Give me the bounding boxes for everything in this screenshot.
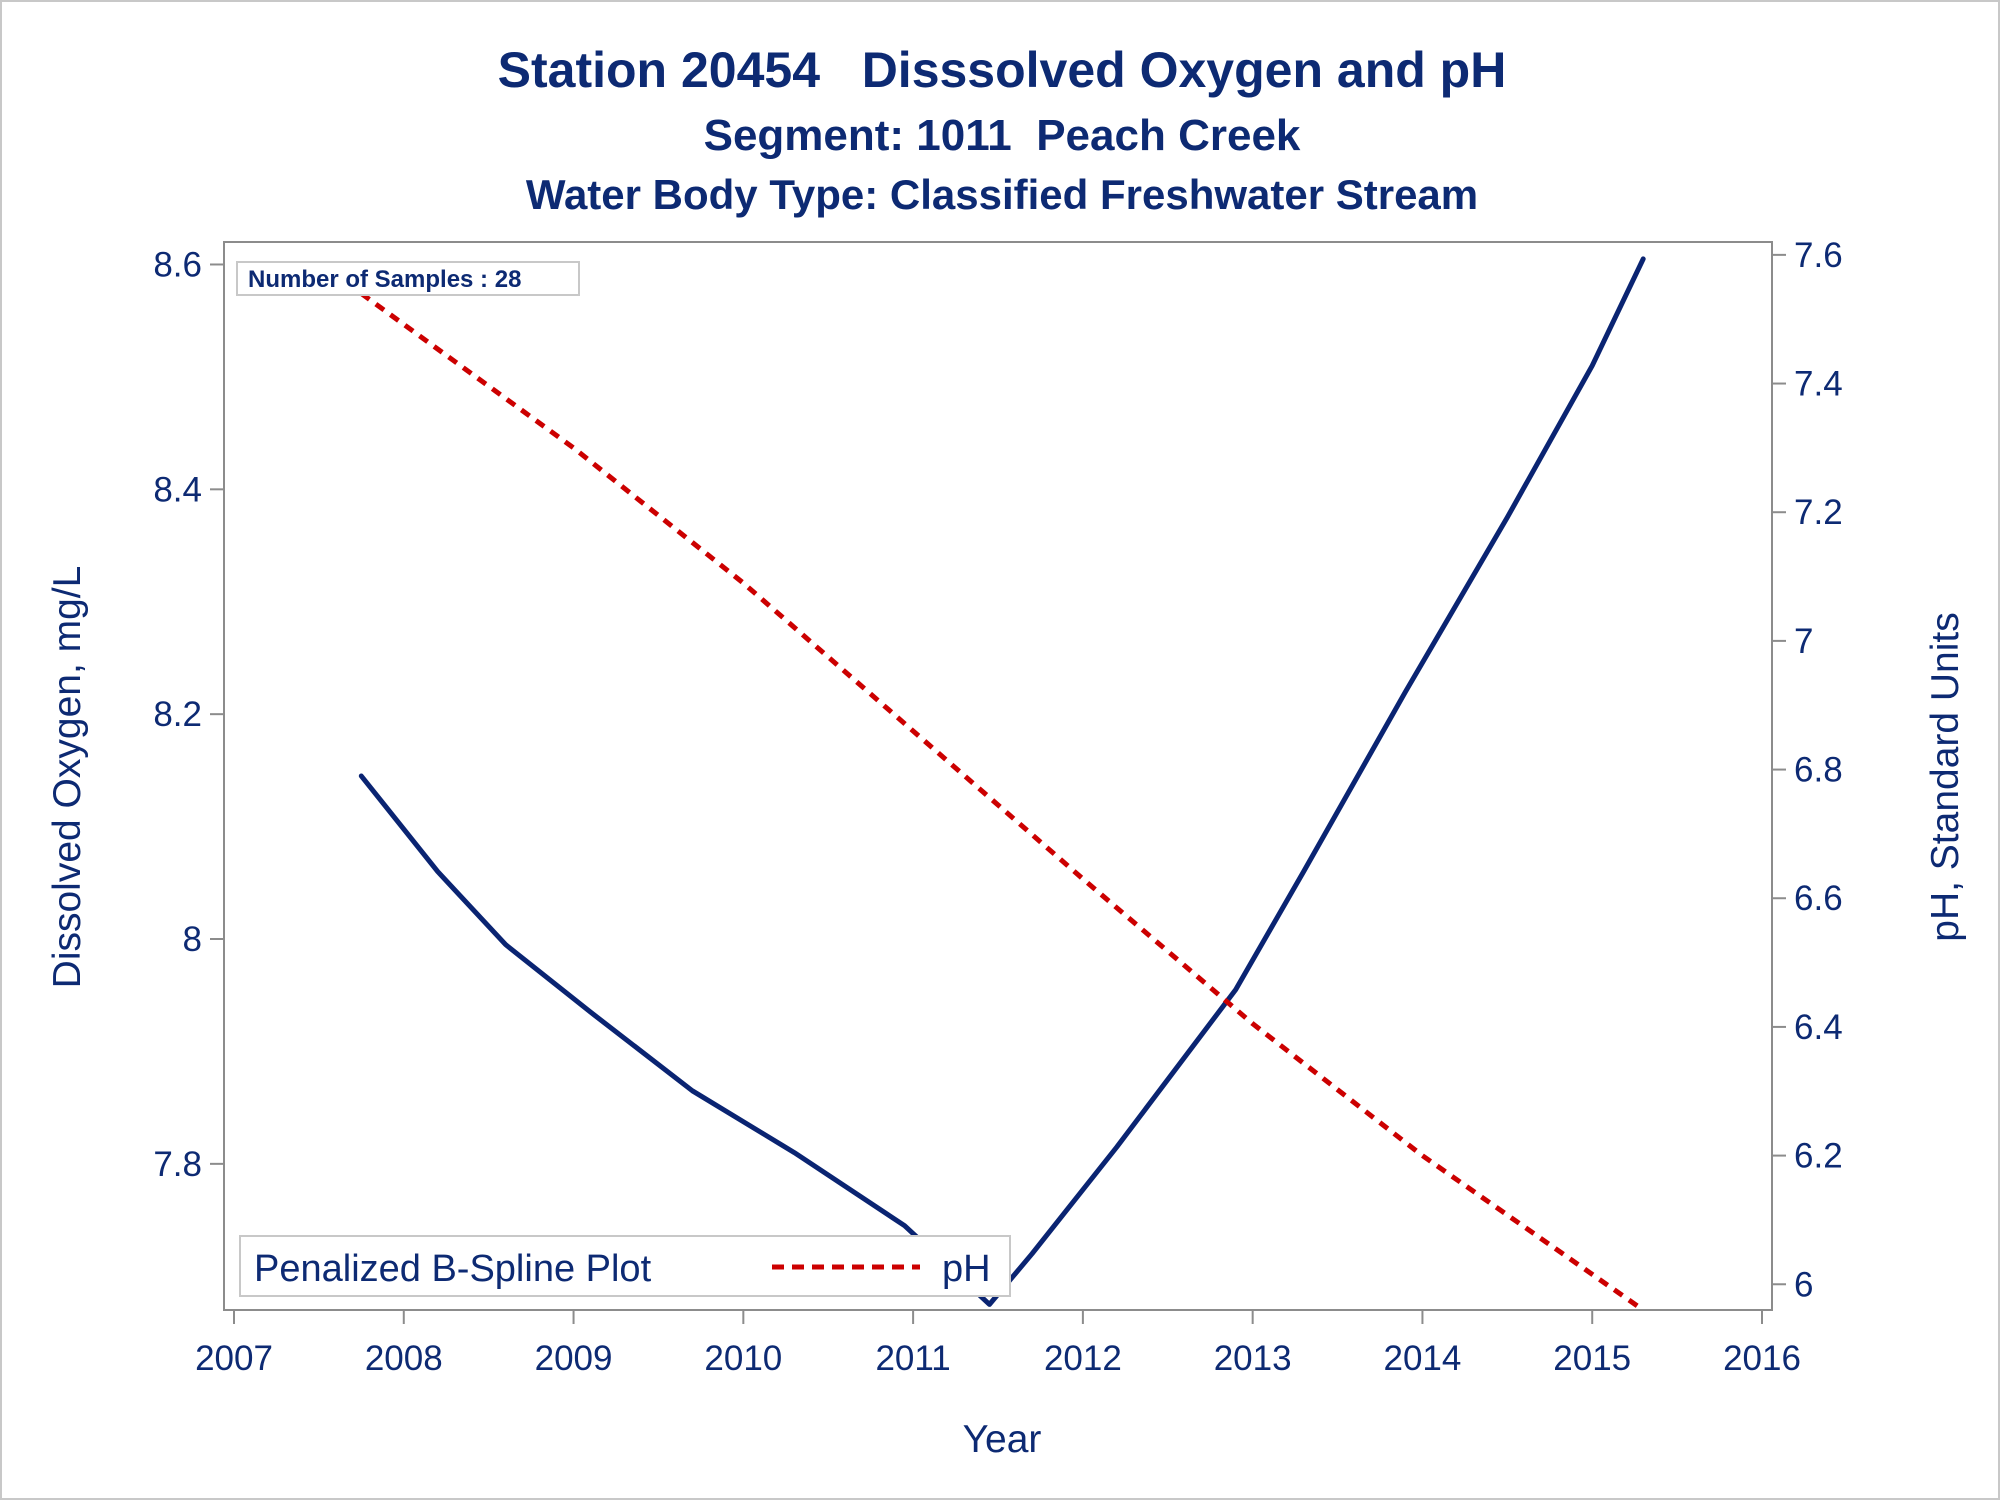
sample-count-box [236,261,580,296]
ph-series-line [359,291,1645,1313]
plot-area [223,241,1773,1311]
y-right-tick-label: 6.4 [1794,1008,1843,1047]
x-axis-label: Year [963,1418,1042,1461]
axes: 2007 2008 2009 2010 2011 2012 2013 2014 2015 2016… [153,236,1842,1378]
x-tick-label: 2008 [365,1339,443,1378]
chart-subtitle-segment: Segment: 1011 Peach Creek [704,111,1301,160]
x-tick-label: 2016 [1723,1339,1801,1378]
y-left-tick-label: 8.2 [153,695,202,734]
y-left-tick-label: 8.4 [153,470,202,509]
x-tick-label: 2013 [1214,1339,1292,1378]
y-left-tick-label: 8 [183,920,202,959]
y-axis-left-label: Dissolved Oxygen, mg/L [46,566,89,989]
y-axis-right-label: pH, Standard Units [1924,612,1967,942]
y-left-tick-label: 7.8 [153,1145,202,1184]
x-tick-label: 2014 [1384,1339,1462,1378]
y-right-tick-label: 7.6 [1794,236,1843,275]
x-tick-label: 2007 [195,1339,273,1378]
y-right-tick-label: 7.2 [1794,493,1843,532]
y-right-tick-label: 6.6 [1794,879,1843,918]
chart-subtitle-waterbody: Water Body Type: Classified Freshwater S… [526,171,1478,218]
x-tick-label: 2011 [875,1339,950,1378]
chart-title: Station 20454 Disssolved Oxygen and pH [498,42,1507,98]
y-right-tick-label: 6.2 [1794,1137,1843,1176]
sample-count-label: Number of Samples : 28 [248,266,521,293]
y-right-tick-label: 7 [1794,622,1813,661]
y-right-tick-label: 6.8 [1794,751,1843,790]
legend-title: Penalized B-Spline Plot [254,1248,652,1290]
x-tick-label: 2012 [1044,1339,1122,1378]
x-tick-label: 2010 [704,1339,782,1378]
x-tick-label: 2015 [1553,1339,1631,1378]
y-left-tick-label: 8.6 [153,245,202,284]
y-right-tick-label: 6 [1794,1265,1813,1304]
x-tick-label: 2009 [535,1339,613,1378]
legend-ph-label: pH [942,1248,991,1290]
series-layer [358,256,1646,1313]
dissolved-oxygen-series-line [358,256,1646,1307]
y-right-tick-label: 7.4 [1794,365,1843,404]
